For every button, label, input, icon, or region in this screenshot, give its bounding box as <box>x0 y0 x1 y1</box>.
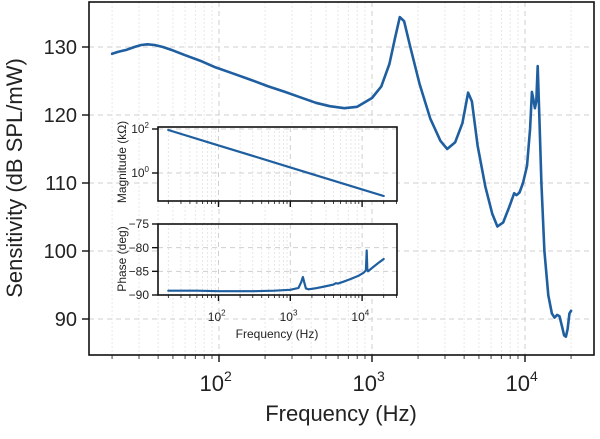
inset-phase-y-axis-label: Phase (deg) <box>115 226 129 291</box>
y-tick-label-base: 10 <box>131 166 145 180</box>
x-tick-label-exponent: 3 <box>293 309 298 318</box>
main-x-ticks: 102 103 104 <box>111 355 572 396</box>
sensitivity-line <box>110 15 573 338</box>
main-y-axis-label: Sensitivity (dB SPL/mW) <box>2 58 27 298</box>
y-tick-label: 130 <box>44 37 77 59</box>
inset-magnitude-y-axis-label: Magnitude (kΩ) <box>115 121 129 203</box>
x-tick-label: 104 <box>506 368 538 396</box>
x-tick-label-exponent: 4 <box>530 368 538 384</box>
inset-magnitude-plot-area <box>167 128 385 198</box>
main-y-ticks: 90 100 110 120 130 <box>44 37 89 331</box>
phase-line <box>167 249 385 293</box>
x-tick-label-exponent: 2 <box>224 368 232 384</box>
x-tick-label-exponent: 3 <box>377 368 385 384</box>
x-tick-label-base: 10 <box>208 310 222 324</box>
y-tick-label: 90 <box>55 309 77 331</box>
main-axes-frame <box>88 1 595 356</box>
x-tick-label-base: 10 <box>353 371 377 396</box>
inset-phase-plot-area <box>167 249 385 293</box>
y-tick-label: 102 <box>131 121 149 136</box>
y-tick-label: 110 <box>45 173 77 195</box>
inset-magnitude-x-ticks <box>167 201 397 207</box>
inset-phase-x-ticks: 102 103 104 <box>167 295 397 324</box>
x-tick-label-exponent: 4 <box>365 309 370 318</box>
inset-phase-frame <box>157 223 398 296</box>
y-tick-label: −75 <box>129 217 150 231</box>
y-tick-label: 120 <box>44 105 77 127</box>
x-tick-label-base: 10 <box>280 310 294 324</box>
x-tick-label: 103 <box>353 368 385 396</box>
magnitude-line <box>167 128 385 198</box>
y-tick-label: −90 <box>129 288 150 302</box>
inset-phase-x-axis-label: Frequency (Hz) <box>236 327 319 341</box>
inset-magnitude-grid <box>158 127 397 201</box>
x-tick-label: 102 <box>208 309 226 324</box>
x-tick-label: 103 <box>280 309 298 324</box>
y-tick-label: −85 <box>129 265 150 279</box>
inset-phase-grid <box>158 224 397 295</box>
x-tick-label-exponent: 2 <box>221 309 226 318</box>
y-tick-label: 100 <box>44 241 77 263</box>
y-tick-label-exponent: 0 <box>145 165 150 174</box>
y-tick-label: −80 <box>129 241 150 255</box>
inset-phase-background <box>158 224 397 295</box>
y-tick-label: 100 <box>131 165 149 180</box>
main-plot-area <box>110 15 573 338</box>
inset-phase-y-ticks: −90 −85 −80 −75 <box>129 217 158 302</box>
inset-magnitude-frame <box>157 126 398 202</box>
x-tick-label: 104 <box>351 309 369 324</box>
x-tick-label-base: 10 <box>200 371 224 396</box>
y-tick-label-base: 10 <box>131 122 145 136</box>
y-tick-label-exponent: 2 <box>145 121 150 130</box>
x-tick-label-base: 10 <box>506 371 530 396</box>
main-x-axis-label: Frequency (Hz) <box>265 401 417 426</box>
x-tick-label-base: 10 <box>351 310 365 324</box>
x-tick-label: 102 <box>200 368 232 396</box>
